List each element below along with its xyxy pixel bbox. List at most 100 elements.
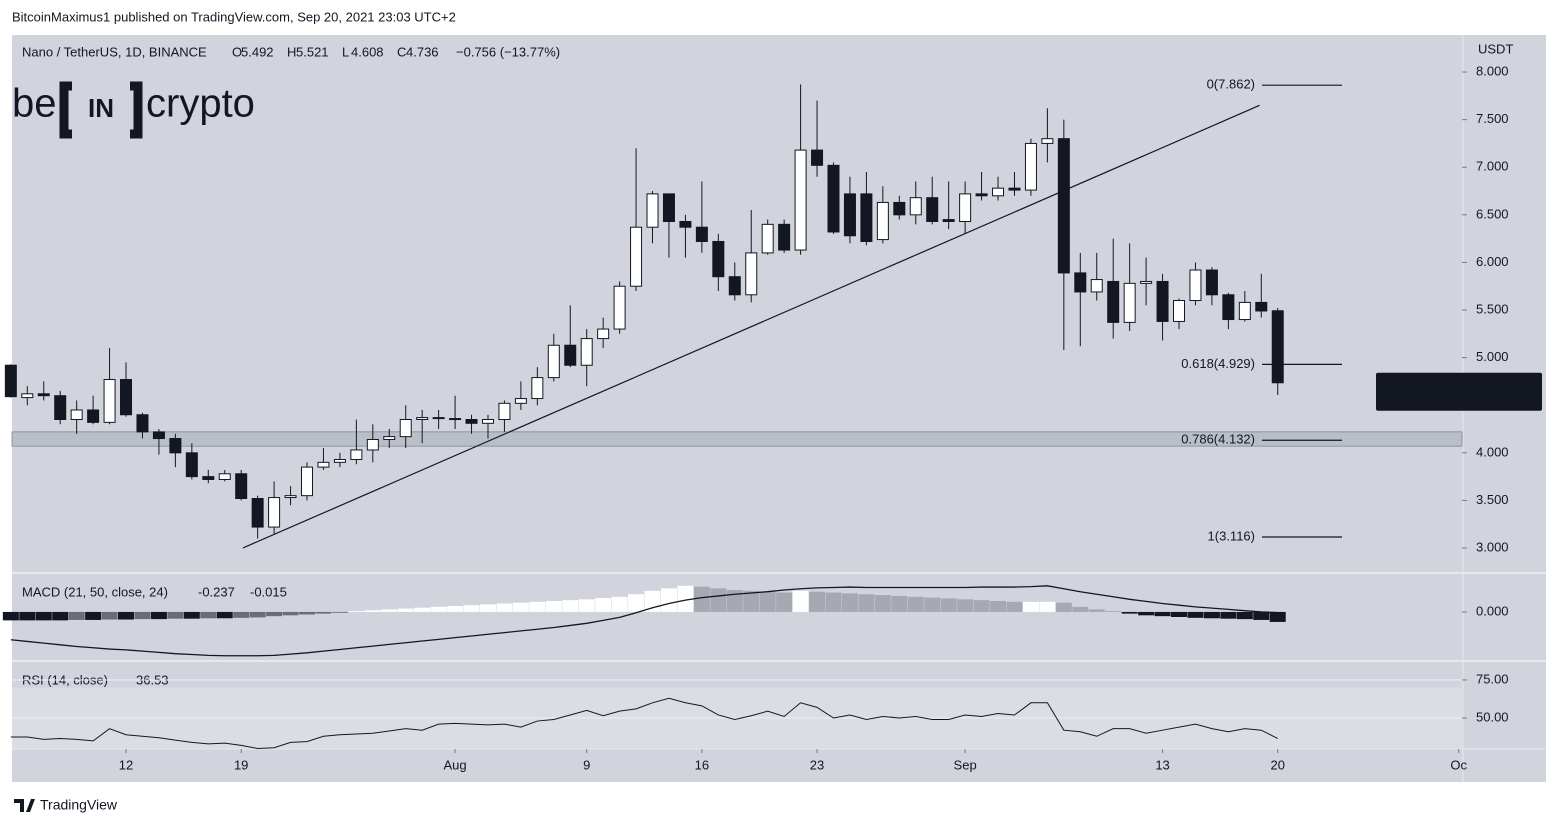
fib-label: 0.786(4.132)	[1181, 432, 1255, 447]
price-tag-countdown: 02:56:08	[1478, 392, 1529, 407]
y-tick-label: 75.00	[1476, 671, 1509, 686]
candle-body	[268, 497, 281, 528]
candle-body	[1008, 187, 1021, 191]
candle-body	[1271, 310, 1284, 384]
macd-histogram-bar	[381, 609, 398, 612]
candle-body	[235, 473, 248, 500]
candle-body	[926, 197, 939, 222]
candle-body	[613, 285, 626, 330]
macd-histogram-bar	[512, 602, 529, 612]
candle-body	[893, 201, 906, 216]
macd-histogram-bar	[1269, 611, 1286, 622]
candle-body	[120, 379, 133, 416]
candle-body	[416, 417, 429, 420]
legend-value: 5.492	[241, 44, 274, 59]
macd-histogram-bar	[118, 611, 135, 620]
candle-body	[1255, 301, 1268, 312]
footer-logo	[14, 799, 35, 812]
candle-body	[4, 364, 17, 398]
macd-histogram-bar	[924, 597, 941, 612]
macd-histogram-bar	[990, 600, 1007, 612]
candle-body	[202, 476, 215, 480]
macd-histogram-bar	[562, 600, 579, 612]
y-tick-label: 7.500	[1476, 111, 1509, 126]
macd-histogram-bar	[1055, 602, 1072, 612]
candle-body	[909, 197, 922, 216]
macd-histogram-bar	[743, 590, 760, 612]
macd-histogram-bar	[1171, 611, 1188, 617]
macd-histogram-bar	[19, 611, 36, 621]
macd-histogram-bar	[35, 611, 52, 621]
fib-label: 0(7.862)	[1207, 77, 1255, 92]
candle-body	[531, 377, 544, 400]
candle-body	[745, 252, 758, 296]
candle-body	[432, 417, 445, 420]
legend-value: 4.736	[406, 44, 439, 59]
candle-body	[333, 458, 346, 463]
candle-body	[1205, 269, 1218, 296]
candle-body	[876, 201, 889, 241]
macd-histogram-bar	[216, 611, 233, 619]
macd-histogram-bar	[726, 590, 743, 612]
macd-histogram-bar	[907, 596, 924, 612]
y-tick-label: 50.00	[1476, 709, 1509, 724]
candle-body	[975, 193, 988, 197]
macd-histogram-bar	[1105, 611, 1122, 612]
candle-body	[1107, 280, 1120, 323]
y-tick-label: 6.000	[1476, 254, 1509, 269]
macd-histogram-bar	[134, 611, 151, 620]
legend-value: -0.237	[198, 584, 235, 599]
macd-histogram-bar	[1121, 611, 1138, 614]
y-tick-label: 3.500	[1476, 492, 1509, 507]
candle-body	[695, 226, 708, 242]
candle-body	[21, 393, 34, 399]
candle-body	[366, 438, 379, 451]
candle-body	[679, 220, 692, 228]
candle-body	[383, 436, 396, 440]
macd-histogram-bar	[1088, 609, 1105, 612]
macd-histogram-bar	[759, 591, 776, 612]
indicator-title: MACD (21, 50, close, 24)	[22, 584, 168, 599]
candle-body	[1090, 279, 1103, 293]
candle-body	[54, 395, 67, 420]
candle-body	[547, 344, 560, 379]
macd-histogram-bar	[628, 594, 645, 612]
candle-body	[87, 409, 100, 423]
candle-body	[942, 219, 955, 222]
candle-body	[843, 193, 856, 237]
candle-body	[152, 431, 165, 440]
macd-histogram-bar	[1154, 611, 1171, 617]
candle-body	[1041, 138, 1054, 144]
logo-bracket	[59, 81, 143, 139]
y-tick-label: 4.000	[1476, 444, 1509, 459]
macd-histogram-bar	[299, 611, 316, 615]
price-tag-value: 4.736	[1478, 374, 1511, 389]
macd-histogram-bar	[331, 611, 348, 613]
y-tick-label: 5.000	[1476, 349, 1509, 364]
candle-body	[301, 466, 314, 497]
legend-key: O	[232, 44, 242, 59]
trendline	[242, 104, 1260, 549]
macd-histogram-bar	[1187, 611, 1204, 618]
candle-body	[449, 418, 462, 421]
macd-histogram-bar	[397, 608, 414, 612]
macd-histogram-bar	[973, 600, 990, 612]
macd-histogram-bar	[710, 588, 727, 612]
macd-histogram-bar	[2, 611, 19, 621]
legend-key: H	[287, 44, 296, 59]
candle-body	[498, 402, 511, 420]
candle-body	[37, 393, 50, 397]
macd-histogram-bar	[68, 611, 85, 620]
candle-body	[1222, 294, 1235, 321]
macd-histogram-bar	[677, 585, 694, 612]
macd-histogram-bar	[660, 588, 677, 612]
candle-body	[597, 328, 610, 340]
candle-body	[761, 223, 774, 254]
y-tick-label: 7.000	[1476, 159, 1509, 174]
x-tick-label: 16	[695, 757, 709, 772]
candle-body	[580, 338, 593, 366]
macd-histogram-bar	[809, 591, 826, 612]
macd-histogram-bar	[858, 594, 875, 612]
macd-histogram-bar	[282, 611, 299, 616]
legend-key: L	[342, 44, 349, 59]
